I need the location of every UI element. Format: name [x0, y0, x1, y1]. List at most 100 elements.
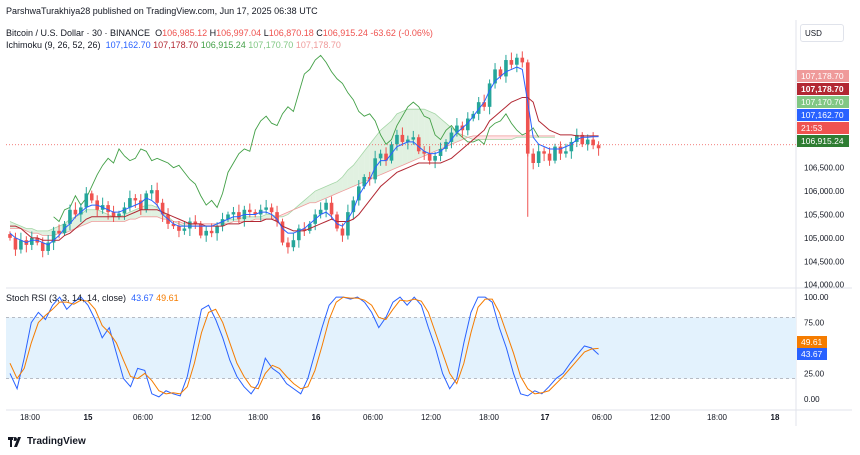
- publisher-line: ParshwaTurakhiya28 published on TradingV…: [6, 6, 318, 16]
- cloud-segment: [178, 221, 185, 227]
- cloud-segment: [304, 195, 310, 206]
- cloud-segment: [37, 230, 43, 236]
- candle-body: [378, 153, 383, 159]
- candle-body: [536, 151, 541, 163]
- candle-body: [51, 230, 56, 243]
- candle-body: [253, 212, 258, 215]
- ohlc-high: H106,997.04: [209, 28, 262, 38]
- candle-body: [204, 230, 208, 236]
- candle-body: [422, 151, 426, 154]
- candle-body: [269, 207, 274, 213]
- candle-body: [558, 146, 563, 154]
- symbol-legend[interactable]: Bitcoin / U.S. Dollar · 30 · BINANCE O10…: [6, 28, 433, 39]
- candle-body: [198, 223, 203, 236]
- cloud-segment: [484, 135, 490, 140]
- cloud-segment: [337, 177, 343, 194]
- candle-body: [237, 212, 241, 220]
- cloud-segment: [129, 209, 136, 220]
- candle-body: [329, 202, 334, 215]
- tradingview-logo: TradingView: [8, 436, 86, 447]
- candle-body: [84, 193, 89, 208]
- price-label-box: [797, 122, 849, 134]
- candle-body: [351, 200, 356, 213]
- candle-body: [466, 118, 470, 131]
- stoch-value-label: 49.61: [801, 337, 823, 347]
- candle-body: [231, 212, 236, 215]
- candle-body: [79, 207, 83, 215]
- cloud-segment: [97, 209, 103, 222]
- candle-body: [209, 230, 214, 234]
- candle-body: [547, 153, 552, 161]
- candle-body: [73, 209, 78, 215]
- cloud-segment: [364, 144, 370, 182]
- candle-body: [531, 153, 535, 163]
- candle-body: [340, 228, 345, 236]
- price-label-text: 21:53: [801, 123, 823, 133]
- cloud-segment: [353, 158, 359, 187]
- time-tick-label: 06:00: [363, 413, 384, 422]
- candle-body: [30, 237, 34, 245]
- cloud-segment: [407, 109, 414, 163]
- cloud-segment: [342, 170, 348, 192]
- candle-body: [498, 69, 503, 77]
- ichimoku-legend[interactable]: Ichimoku (9, 26, 52, 26) 107,162.70 107,…: [6, 40, 341, 51]
- symbol-title: Bitcoin / U.S. Dollar · 30 · BINANCE: [6, 28, 151, 38]
- candle-body: [106, 205, 110, 213]
- cloud-segment: [358, 151, 365, 185]
- cloud-segment: [249, 216, 256, 222]
- cloud-segment: [206, 223, 212, 227]
- ohlc-change: -63.62 (-0.06%): [370, 28, 433, 38]
- price-tick-label: 104,500.00: [804, 257, 845, 266]
- candle-body: [493, 69, 497, 84]
- cloud-segment: [435, 113, 441, 152]
- candle-body: [504, 60, 508, 77]
- ohlc-low: L106,870.18: [263, 28, 314, 38]
- candle-body: [585, 139, 590, 145]
- time-tick-label: 18: [771, 413, 780, 422]
- price-label-box: [797, 135, 849, 147]
- candle-body: [384, 153, 388, 161]
- candle-body: [476, 102, 481, 114]
- ichimoku-label: Ichimoku (9, 26, 52, 26): [6, 40, 101, 50]
- stoch-rsi-label: Stoch RSI (3, 3, 14, 14, close): [6, 293, 127, 303]
- candle-body: [280, 221, 285, 243]
- cloud-segment: [151, 205, 158, 217]
- candle-body: [68, 209, 72, 224]
- stoch-value-box: [797, 336, 827, 348]
- price-tick-label: 105,500.00: [804, 210, 845, 219]
- stoch-k-line: [9, 296, 599, 398]
- cloud-segment: [396, 111, 403, 168]
- candle-body: [122, 207, 127, 214]
- stoch-d-line: [9, 296, 599, 395]
- ichimoku-spana-value: 107,170.70: [248, 40, 294, 50]
- currency-button[interactable]: USD: [800, 24, 844, 42]
- candle-body: [482, 102, 486, 107]
- stoch-rsi-legend[interactable]: Stoch RSI (3, 3, 14, 14, close) 43.67 49…: [6, 293, 179, 304]
- candle-body: [40, 242, 45, 251]
- tenkan-sen-line: [9, 66, 599, 246]
- ichimoku-chikou-value: 106,915.24: [200, 40, 246, 50]
- cloud-segment: [26, 228, 32, 234]
- candle-body: [509, 60, 514, 65]
- cloud-segment: [440, 118, 446, 149]
- time-tick-label: 12:00: [421, 413, 442, 422]
- candle-body: [264, 207, 268, 210]
- price-label-text: 106,915.24: [801, 136, 844, 146]
- cloud-segment: [31, 228, 38, 234]
- time-tick-label: 18:00: [479, 413, 500, 422]
- ichimoku-tenkan-value: 107,162.70: [105, 40, 151, 50]
- candle-body: [160, 202, 165, 215]
- candle-body: [525, 62, 530, 154]
- candle-body: [155, 190, 159, 203]
- cloud-segment: [260, 214, 267, 220]
- span-a-line: [9, 108, 555, 232]
- cloud-segment: [108, 214, 114, 222]
- candle-body: [487, 83, 492, 107]
- candle-body: [346, 212, 350, 236]
- candle-body: [188, 221, 192, 229]
- price-tick-label: 104,000.00: [804, 281, 845, 290]
- candle-body: [542, 151, 546, 154]
- cloud-segment: [233, 219, 239, 222]
- cloud-segment: [347, 165, 354, 189]
